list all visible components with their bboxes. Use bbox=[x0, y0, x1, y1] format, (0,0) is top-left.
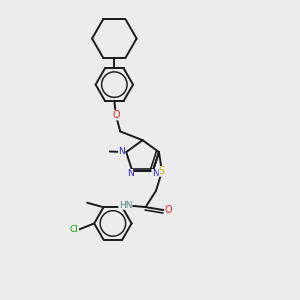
Text: N: N bbox=[118, 147, 125, 156]
Text: O: O bbox=[164, 205, 172, 215]
Text: N: N bbox=[152, 169, 158, 178]
Text: Cl: Cl bbox=[70, 225, 79, 234]
Text: HN: HN bbox=[118, 200, 132, 209]
Text: O: O bbox=[112, 110, 120, 120]
Text: N: N bbox=[127, 169, 134, 178]
Text: S: S bbox=[159, 167, 165, 176]
